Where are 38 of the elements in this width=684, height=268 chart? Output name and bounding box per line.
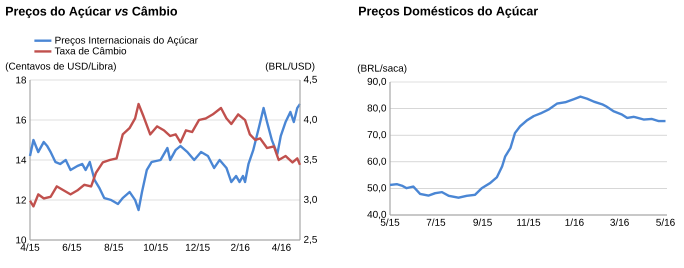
y-tick-label: 60,0 xyxy=(368,158,386,166)
y-tick-label: 50,0 xyxy=(368,184,386,193)
x-tick-label: 9/15 xyxy=(473,218,492,226)
x-tick-label: 12/15 xyxy=(186,244,210,251)
x-tick-label: 7/15 xyxy=(426,218,446,226)
x-tick-label: 8/15 xyxy=(104,244,124,251)
chart-title: Preços Domésticos do Açúcar xyxy=(359,6,538,18)
y-tick-label: 12 xyxy=(16,196,26,204)
y-tick-label: 10 xyxy=(16,236,26,244)
y2-tick-label: 4,5 xyxy=(304,76,317,84)
legend-label: Taxa de Câmbio xyxy=(54,47,126,54)
y-tick-label: 70,0 xyxy=(368,131,386,140)
y2-tick-label: 2,5 xyxy=(304,236,317,244)
y2-axis-title: (BRL/USD) xyxy=(266,62,314,72)
y2-tick-label: 3,0 xyxy=(304,196,317,204)
x-tick-label: 10/15 xyxy=(144,244,168,251)
x-tick-label: 6/15 xyxy=(62,244,82,251)
y-tick-label: 16 xyxy=(16,116,26,124)
y2-tick-label: 3,5 xyxy=(304,156,317,164)
x-tick-label: 5/15 xyxy=(380,218,400,226)
y-tick-label: 80,0 xyxy=(368,104,386,113)
x-tick-label: 4/15 xyxy=(20,244,40,251)
y-axis-title: (Centavos de USD/Libra) xyxy=(6,62,116,72)
legend-label: Preços Internacionais do Açúcar xyxy=(55,36,198,46)
y-tick-label: 18 xyxy=(16,76,26,84)
y-axis-title: (BRL/saca) xyxy=(358,64,406,74)
x-tick-label: 3/16 xyxy=(610,218,629,226)
x-tick-label: 11/15 xyxy=(517,218,540,226)
y2-tick-label: 4,0 xyxy=(304,116,317,124)
line-series xyxy=(388,95,667,199)
y-tick-label: 90,0 xyxy=(368,78,386,86)
x-tick-label: 4/16 xyxy=(272,244,291,251)
x-tick-label: 1/16 xyxy=(565,218,584,226)
y-tick-label: 40,0 xyxy=(367,210,386,220)
y-tick-label: 14 xyxy=(16,156,26,164)
chart-title: Preços do Açúcar vs Câmbio xyxy=(6,6,178,18)
x-tick-label: 2/16 xyxy=(231,244,250,251)
x-tick-label: 5/16 xyxy=(656,218,675,226)
